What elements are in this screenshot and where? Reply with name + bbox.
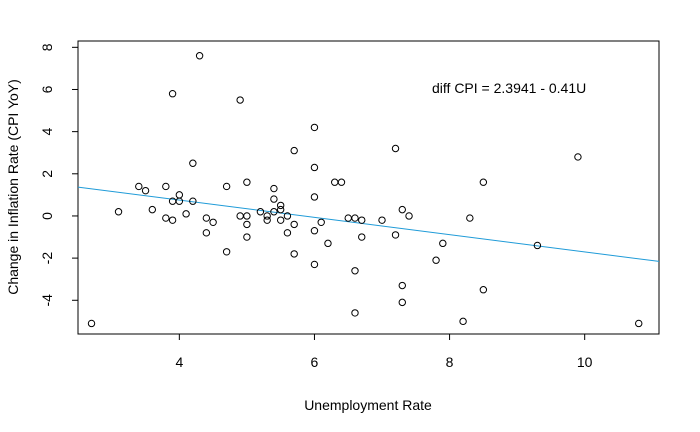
data-point bbox=[635, 319, 643, 328]
data-point bbox=[378, 216, 386, 224]
data-point bbox=[574, 153, 582, 161]
data-point bbox=[310, 193, 319, 201]
data-point bbox=[459, 317, 467, 326]
y-tick-label: -4 bbox=[39, 294, 55, 307]
data-point bbox=[162, 182, 170, 191]
y-tick-label: 8 bbox=[39, 43, 55, 51]
y-tick-label: 0 bbox=[39, 212, 55, 220]
data-point bbox=[270, 195, 278, 203]
data-point bbox=[243, 233, 251, 241]
data-point bbox=[256, 208, 265, 216]
data-point bbox=[290, 146, 298, 155]
data-point bbox=[175, 197, 184, 205]
x-axis: 4 6 8 10 bbox=[175, 334, 593, 370]
data-point bbox=[439, 239, 447, 248]
regression-line bbox=[77, 186, 660, 262]
data-point bbox=[114, 208, 123, 216]
regression-line-group bbox=[77, 186, 660, 262]
x-axis-title: Unemployment Rate bbox=[304, 397, 432, 413]
data-point bbox=[263, 216, 271, 224]
data-point bbox=[202, 229, 211, 237]
data-point bbox=[195, 52, 204, 60]
data-point bbox=[290, 250, 298, 258]
data-point bbox=[263, 212, 271, 220]
data-point bbox=[310, 123, 319, 132]
data-point bbox=[270, 208, 278, 216]
data-point bbox=[310, 227, 319, 235]
data-point bbox=[351, 267, 359, 275]
data-point bbox=[331, 178, 339, 186]
data-point bbox=[398, 281, 406, 290]
data-point bbox=[391, 144, 400, 153]
data-point bbox=[209, 218, 217, 226]
data-point bbox=[290, 220, 298, 229]
data-point bbox=[351, 309, 359, 317]
data-point bbox=[189, 159, 197, 167]
data-point bbox=[358, 233, 366, 241]
data-point bbox=[243, 212, 251, 220]
y-axis-title: Change in Inflation Rate (CPI YoY) bbox=[5, 79, 21, 295]
y-tick-label: 4 bbox=[39, 128, 55, 136]
data-point bbox=[87, 319, 96, 328]
data-point bbox=[432, 256, 440, 264]
data-points bbox=[87, 52, 643, 328]
x-tick-label: 4 bbox=[175, 354, 183, 370]
data-point bbox=[182, 210, 190, 218]
data-point bbox=[391, 231, 400, 239]
data-point bbox=[236, 212, 244, 220]
data-point bbox=[479, 178, 488, 186]
data-point bbox=[283, 212, 292, 220]
data-point bbox=[324, 239, 332, 248]
y-axis: -4 -2 0 2 4 6 8 bbox=[39, 43, 78, 306]
data-point bbox=[148, 205, 157, 214]
data-point bbox=[466, 214, 474, 222]
data-point bbox=[202, 214, 211, 222]
data-point bbox=[276, 205, 285, 214]
data-point bbox=[168, 89, 177, 98]
data-point bbox=[479, 286, 488, 294]
data-point bbox=[141, 186, 150, 195]
data-point bbox=[236, 96, 244, 104]
data-point bbox=[358, 216, 366, 224]
data-point bbox=[351, 214, 359, 222]
data-point bbox=[533, 241, 542, 250]
regression-annotation: diff CPI = 2.3941 - 0.41U bbox=[432, 80, 586, 96]
data-point bbox=[243, 178, 251, 186]
data-point bbox=[222, 248, 231, 256]
data-point bbox=[398, 298, 406, 307]
data-point bbox=[276, 201, 285, 210]
data-point bbox=[398, 205, 406, 214]
y-tick-label: -2 bbox=[39, 252, 55, 265]
data-point bbox=[243, 220, 251, 229]
data-point bbox=[405, 212, 413, 220]
data-point bbox=[270, 184, 278, 193]
x-tick-label: 8 bbox=[446, 354, 454, 370]
data-point bbox=[168, 216, 177, 224]
data-point bbox=[189, 197, 197, 205]
x-tick-label: 10 bbox=[577, 354, 593, 370]
data-point bbox=[276, 216, 285, 224]
data-point bbox=[175, 191, 184, 199]
data-point bbox=[162, 214, 170, 222]
data-point bbox=[310, 260, 319, 269]
x-tick-label: 6 bbox=[311, 354, 319, 370]
data-point bbox=[317, 218, 325, 226]
data-point bbox=[222, 182, 231, 191]
y-tick-label: 6 bbox=[39, 85, 55, 93]
data-point bbox=[337, 178, 346, 186]
y-tick-label: 2 bbox=[39, 170, 55, 178]
data-point bbox=[344, 214, 352, 222]
data-point bbox=[310, 163, 319, 172]
data-point bbox=[135, 182, 143, 191]
data-point bbox=[283, 229, 292, 237]
